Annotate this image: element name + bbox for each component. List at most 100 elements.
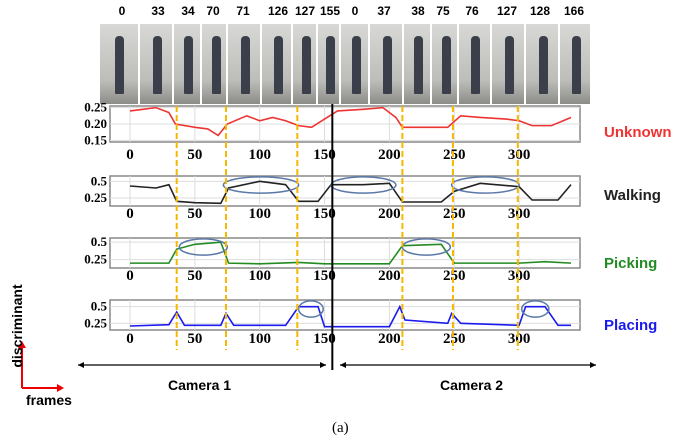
video-frame — [404, 24, 432, 104]
x-tick-label: 200 — [378, 268, 401, 284]
highlight-ellipse — [222, 176, 300, 194]
x-tick-label: 50 — [187, 331, 202, 347]
person-silhouette — [414, 36, 424, 94]
y-axis-legend: discriminant — [9, 284, 25, 368]
x-tick-label: 100 — [248, 331, 271, 347]
frame-number-label: 75 — [436, 4, 450, 18]
video-frame — [228, 24, 262, 104]
y-tick-label: 0.5 — [91, 234, 108, 249]
highlight-ellipse — [330, 176, 397, 194]
x-tick-label: 150 — [313, 268, 336, 284]
activity-label-walking: Walking — [604, 187, 661, 204]
y-tick-label: 0.25 — [84, 315, 107, 330]
activity-label-picking: Picking — [604, 255, 657, 272]
person-silhouette — [240, 36, 250, 94]
x-tick-label: 300 — [508, 206, 531, 222]
highlight-ellipse — [450, 176, 520, 194]
x-tick-label: 100 — [248, 268, 271, 284]
y-tick-label: 0.20 — [84, 116, 107, 131]
highlight-ellipse — [401, 238, 452, 256]
x-tick-label: 50 — [187, 268, 202, 284]
arrow-head-icon — [320, 362, 326, 368]
video-frame — [341, 24, 370, 104]
x-tick-label: 0 — [126, 147, 134, 163]
video-frame — [318, 24, 341, 104]
x-tick-label: 250 — [443, 268, 466, 284]
x-tick-label: 50 — [187, 206, 202, 222]
activity-label-placing: Placing — [604, 317, 657, 334]
x-tick-label: 0 — [126, 268, 134, 284]
frame-number-label: 70 — [206, 4, 220, 18]
x-tick-label: 300 — [508, 147, 531, 163]
y-tick-label: 0.15 — [84, 132, 107, 147]
x-tick-label: 250 — [443, 206, 466, 222]
person-silhouette — [273, 36, 283, 94]
video-frame — [174, 24, 202, 104]
video-frame — [100, 24, 140, 104]
person-silhouette — [326, 36, 336, 94]
arrow-head-icon — [340, 362, 346, 368]
x-tick-label: 300 — [508, 268, 531, 284]
person-silhouette — [382, 36, 392, 94]
video-frame — [140, 24, 174, 104]
frame-number-label: 128 — [529, 4, 551, 18]
person-silhouette — [471, 36, 481, 94]
person-silhouette — [504, 36, 514, 94]
frame-number-label: 126 — [267, 4, 289, 18]
camera-2-label: Camera 2 — [440, 377, 504, 393]
highlight-ellipse — [178, 238, 229, 256]
frame-number-label: 155 — [319, 4, 341, 18]
frame-number-label: 37 — [377, 4, 391, 18]
frame-number-label: 76 — [465, 4, 479, 18]
frame-number-label: 127 — [496, 4, 518, 18]
frame-number-label: 0 — [118, 4, 126, 18]
x-axis-legend: frames — [26, 392, 72, 408]
x-tick-label: 300 — [508, 331, 531, 347]
series-line-walking — [129, 180, 572, 205]
y-tick-label: 0.25 — [84, 100, 107, 115]
y-tick-label: 0.25 — [84, 252, 107, 267]
arrow-head-icon — [18, 341, 64, 392]
frame-number-label: 127 — [294, 4, 316, 18]
frame-number-label: 0 — [351, 4, 359, 18]
x-tick-label: 150 — [313, 147, 336, 163]
frame-number-label: 34 — [181, 4, 195, 18]
series-line-unknown — [129, 106, 572, 137]
axes-arrows-icon — [21, 345, 60, 389]
series-line-placing — [129, 304, 571, 328]
x-tick-label: 150 — [313, 331, 336, 347]
person-silhouette — [351, 36, 361, 94]
x-tick-label: 100 — [248, 206, 271, 222]
video-frame — [202, 24, 228, 104]
y-tick-label: 0.5 — [91, 173, 108, 188]
series-line-picking — [130, 241, 572, 265]
x-tick-label: 200 — [378, 147, 401, 163]
arrow-head-icon — [78, 362, 84, 368]
person-silhouette — [572, 36, 581, 94]
person-silhouette — [152, 36, 162, 94]
video-frame — [526, 24, 560, 104]
x-tick-label: 0 — [126, 331, 134, 347]
person-silhouette — [302, 36, 312, 94]
x-tick-label: 0 — [126, 206, 134, 222]
y-tick-label: 0.5 — [91, 299, 108, 314]
x-tick-label: 100 — [248, 147, 271, 163]
video-frame — [492, 24, 526, 104]
frame-number-label: 71 — [236, 4, 250, 18]
highlight-ellipse — [520, 300, 550, 318]
frame-number-label: 166 — [563, 4, 585, 18]
video-frame — [370, 24, 404, 104]
video-frame — [459, 24, 492, 104]
person-silhouette — [442, 36, 451, 94]
person-silhouette — [538, 36, 548, 94]
video-frame — [262, 24, 293, 104]
x-tick-label: 200 — [378, 331, 401, 347]
frame-number-label: 33 — [151, 4, 165, 18]
highlight-ellipse — [297, 300, 325, 318]
x-tick-label: 150 — [313, 206, 336, 222]
x-tick-label: 250 — [443, 147, 466, 163]
person-silhouette — [211, 36, 221, 94]
x-tick-label: 200 — [378, 206, 401, 222]
